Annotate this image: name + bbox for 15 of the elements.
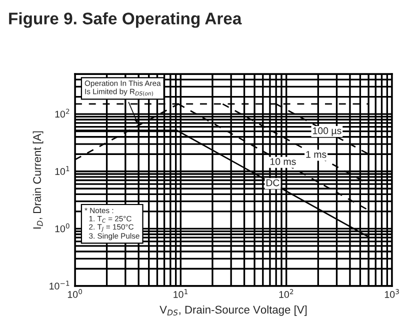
x-tick-label: 10$^{2}$ <box>279 289 294 298</box>
y-tick-label: 10$^{1}$ <box>55 166 70 175</box>
x-tick-label: 10$^{1}$ <box>174 289 188 298</box>
series-label: DC <box>266 179 280 186</box>
series-label: 1 ms <box>306 151 326 158</box>
y-tick-label: 10$^{2}$ <box>55 108 70 118</box>
y-tick-label: 10$^{−1}$ <box>50 280 70 290</box>
series-label: 10 ms <box>270 158 296 166</box>
series-label: 100 µs <box>313 127 342 136</box>
chart-title: Figure 9. Safe Operating Area <box>9 12 242 28</box>
x-tick-label: 10$^{3}$ <box>384 289 399 298</box>
y-axis-title: I$_{D}$, Drain Current [A] <box>32 131 44 229</box>
y-tick-label: 10$^{0}$ <box>55 223 70 232</box>
x-axis-title: V$_{DS}$, Drain-Source Voltage [V] <box>160 305 307 316</box>
x-tick-label: 10$^{0}$ <box>68 289 82 298</box>
